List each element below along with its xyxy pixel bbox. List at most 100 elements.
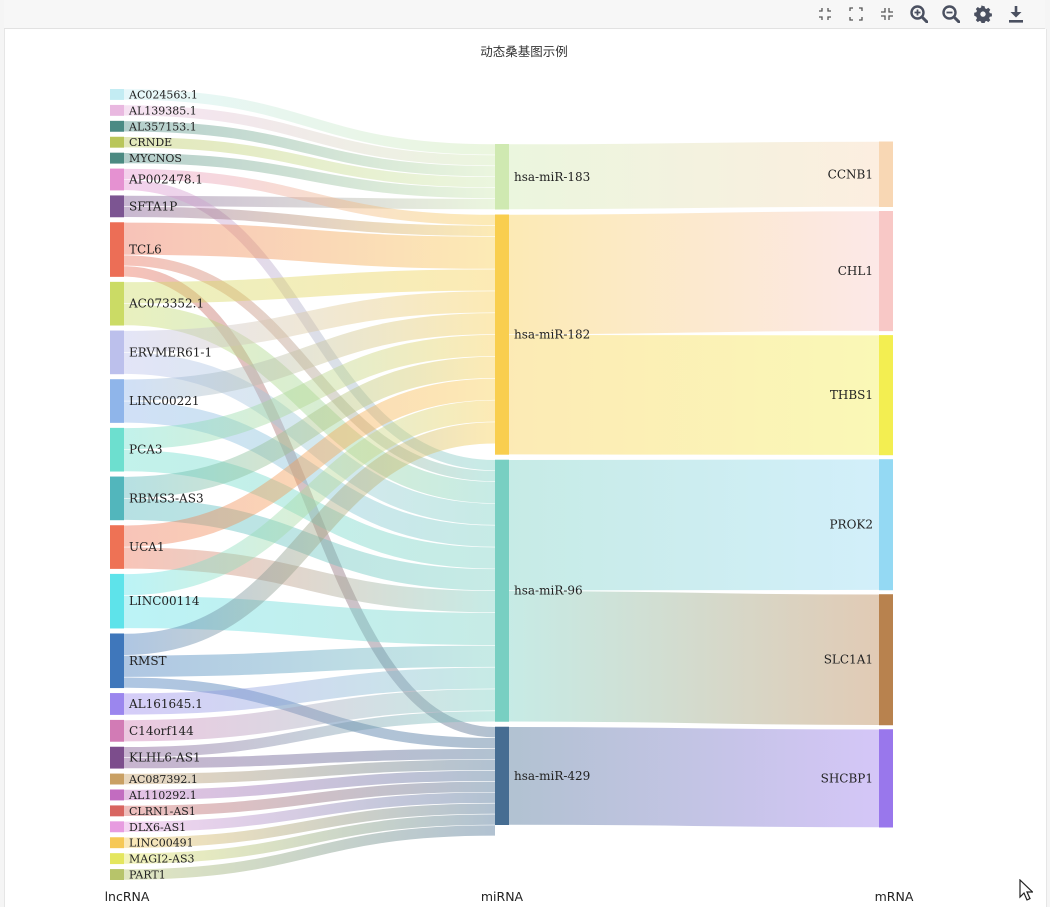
link-hsa-mir-183-to-ccnb1[interactable] xyxy=(508,141,880,210)
node-hsa-mir-429[interactable] xyxy=(495,726,509,825)
node-al110292-1[interactable] xyxy=(110,789,124,801)
link-al161645-1-to-hsa-mir-96[interactable] xyxy=(123,667,496,715)
link-magi2-as3-to-hsa-mir-429[interactable] xyxy=(123,814,496,864)
node-label-rbms3-as3: RBMS3-AS3 xyxy=(129,491,204,505)
node-pca3[interactable] xyxy=(110,427,124,472)
node-part1[interactable] xyxy=(110,869,124,880)
node-rbms3-as3[interactable] xyxy=(110,476,124,521)
node-label-hsa-mir-183: hsa-miR-183 xyxy=(514,170,590,184)
link-linc00491-to-hsa-mir-429[interactable] xyxy=(123,803,496,848)
node-ac024563-1[interactable] xyxy=(110,89,124,100)
node-al161645-1[interactable] xyxy=(110,693,124,715)
link-ac087392-1-to-hsa-mir-429[interactable] xyxy=(123,759,496,785)
node-shcbp1[interactable] xyxy=(879,729,893,828)
link-linc00221-to-hsa-mir-182[interactable] xyxy=(123,313,496,401)
column-label-lncrna: lncRNA xyxy=(105,889,150,904)
node-rmst[interactable] xyxy=(110,633,124,689)
link-clrn1-as1-to-hsa-mir-429[interactable] xyxy=(123,781,496,817)
gear-icon[interactable] xyxy=(971,2,995,26)
node-hsa-mir-182[interactable] xyxy=(495,214,509,455)
link-hsa-mir-182-to-chl1[interactable] xyxy=(508,211,880,335)
link-part1-to-hsa-mir-429[interactable] xyxy=(123,825,496,880)
node-label-uca1: UCA1 xyxy=(129,540,165,554)
node-ac087392-1[interactable] xyxy=(110,773,124,785)
node-sfta1p[interactable] xyxy=(110,195,124,218)
node-chl1[interactable] xyxy=(879,211,893,332)
node-magi2-as3[interactable] xyxy=(110,853,124,865)
link-crnde-to-hsa-mir-183[interactable] xyxy=(123,137,496,188)
link-rmst-to-hsa-mir-182[interactable] xyxy=(123,422,496,656)
node-dlx6-as1[interactable] xyxy=(110,821,124,833)
link-hsa-mir-96-to-prok2[interactable] xyxy=(508,459,880,591)
link-tcl6-to-hsa-mir-182[interactable] xyxy=(123,222,496,269)
sankey-chart: 动态桑基图示例 AC024563.1 AL139385.1 AL357153.1 CR… xyxy=(105,44,914,904)
node-thbs1[interactable] xyxy=(879,335,893,456)
collapse-icon[interactable] xyxy=(875,2,899,26)
node-linc00221[interactable] xyxy=(110,379,124,423)
node-clrn1-as1[interactable] xyxy=(110,805,124,817)
link-pca3-to-hsa-mir-182[interactable] xyxy=(123,334,496,450)
node-label-pca3: PCA3 xyxy=(129,443,163,457)
node-label-ac073352-1: AC073352.1 xyxy=(128,297,204,311)
link-uca1-to-hsa-mir-182[interactable] xyxy=(123,378,496,547)
node-ap002478-1[interactable] xyxy=(110,168,124,191)
link-rbms3-as3-to-hsa-mir-182[interactable] xyxy=(123,356,496,499)
node-tcl6[interactable] xyxy=(110,222,124,277)
node-label-chl1: CHL1 xyxy=(838,264,873,278)
link-tcl6-to-hsa-mir-96[interactable] xyxy=(123,255,496,482)
node-label-hsa-mir-429: hsa-miR-429 xyxy=(514,769,590,783)
link-ac024563-1-to-hsa-mir-183[interactable] xyxy=(123,89,496,155)
link-dlx6-as1-to-hsa-mir-429[interactable] xyxy=(123,792,496,832)
node-al357153-1[interactable] xyxy=(110,120,124,132)
link-linc00114-to-hsa-mir-96[interactable] xyxy=(123,596,496,646)
chart-panel: 动态桑基图示例 AC024563.1 AL139385.1 AL357153.1 CR… xyxy=(4,29,1047,907)
link-ervmer61-1-to-hsa-mir-182[interactable] xyxy=(123,291,496,353)
link-al139385-1-to-hsa-mir-183[interactable] xyxy=(123,105,496,166)
node-ac073352-1[interactable] xyxy=(110,281,124,326)
node-ccnb1[interactable] xyxy=(879,141,893,208)
link-ap002478-1-to-hsa-mir-182[interactable] xyxy=(123,168,496,226)
node-ervmer61-1[interactable] xyxy=(110,330,124,375)
node-al139385-1[interactable] xyxy=(110,104,124,116)
fullscreen-icon[interactable] xyxy=(844,2,868,26)
node-label-al357153-1: AL357153.1 xyxy=(128,120,197,133)
zoom-out-icon[interactable] xyxy=(939,2,963,26)
link-klhl6-as1-to-hsa-mir-429[interactable] xyxy=(123,748,496,769)
node-label-clrn1-as1: CLRN1-AS1 xyxy=(129,805,196,818)
node-klhl6-as1[interactable] xyxy=(110,746,124,769)
zoom-in-icon[interactable] xyxy=(907,2,931,26)
shrink-icon[interactable] xyxy=(813,2,837,26)
node-slc1a1[interactable] xyxy=(879,594,893,726)
node-label-al139385-1: AL139385.1 xyxy=(128,104,197,117)
node-prok2[interactable] xyxy=(879,459,893,591)
node-linc00114[interactable] xyxy=(110,573,124,629)
link-klhl6-as1-to-hsa-mir-96[interactable] xyxy=(123,711,496,758)
node-crnde[interactable] xyxy=(110,136,124,148)
node-label-dlx6-as1: DLX6-AS1 xyxy=(129,821,186,834)
node-label-c14orf144: C14orf144 xyxy=(129,724,194,738)
node-linc00491[interactable] xyxy=(110,837,124,849)
link-al110292-1-to-hsa-mir-429[interactable] xyxy=(123,770,496,801)
node-mycnos[interactable] xyxy=(110,152,124,164)
node-hsa-mir-183[interactable] xyxy=(495,144,509,210)
link-uca1-to-hsa-mir-96[interactable] xyxy=(123,547,496,613)
link-rmst-to-hsa-mir-96[interactable] xyxy=(123,645,496,677)
node-uca1[interactable] xyxy=(110,525,124,569)
link-al357153-1-to-hsa-mir-183[interactable] xyxy=(123,121,496,177)
node-hsa-mir-96[interactable] xyxy=(495,459,509,722)
link-ac073352-1-to-hsa-mir-182[interactable] xyxy=(123,269,496,304)
link-hsa-mir-182-to-thbs1[interactable] xyxy=(508,334,880,455)
node-label-linc00114: LINC00114 xyxy=(129,594,200,608)
download-icon[interactable] xyxy=(1004,2,1028,26)
node-label-shcbp1: SHCBP1 xyxy=(821,771,873,785)
node-label-crnde: CRNDE xyxy=(129,136,172,149)
column-label-mrna: mRNA xyxy=(875,889,914,904)
node-label-ac024563-1: AC024563.1 xyxy=(128,88,198,101)
link-hsa-mir-96-to-slc1a1[interactable] xyxy=(508,591,880,725)
link-linc00114-to-hsa-mir-182[interactable] xyxy=(123,400,496,596)
link-hsa-mir-429-to-shcbp1[interactable] xyxy=(508,727,880,828)
link-mycnos-to-hsa-mir-183[interactable] xyxy=(123,152,496,199)
link-sfta1p-to-hsa-mir-182[interactable] xyxy=(123,206,496,237)
link-c14orf144-to-hsa-mir-96[interactable] xyxy=(123,689,496,742)
node-c14orf144[interactable] xyxy=(110,719,124,742)
